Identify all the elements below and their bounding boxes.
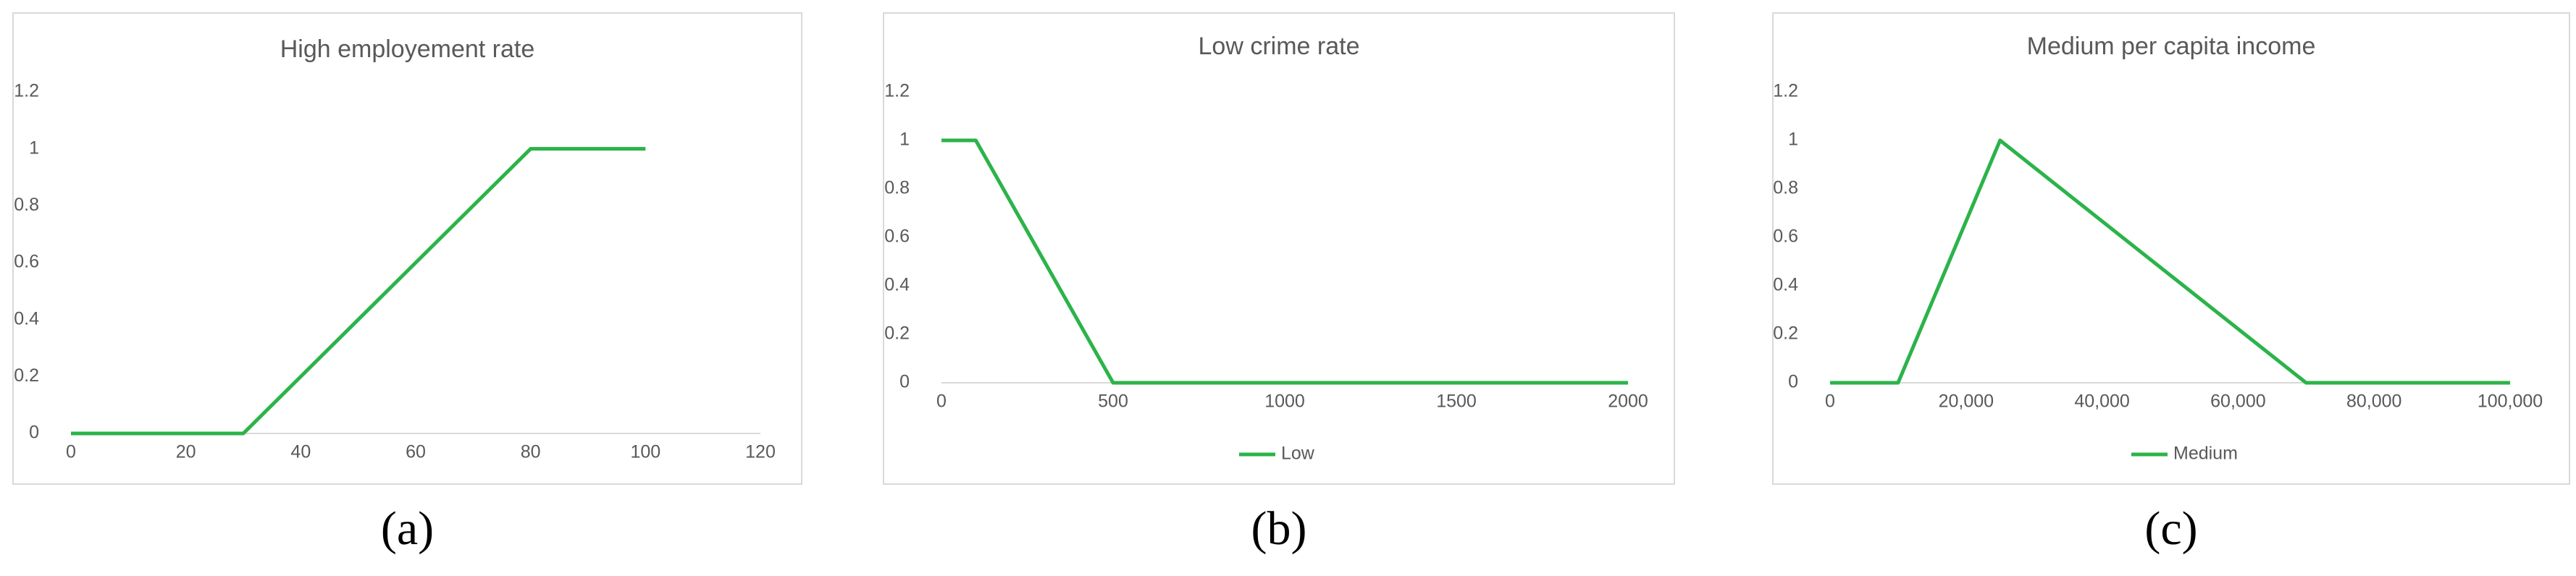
- chart-title: Medium per capita income: [2027, 33, 2316, 60]
- y-tick-label: 0: [1788, 372, 1798, 392]
- x-tick-label: 20: [176, 442, 196, 462]
- chart-frame: [883, 12, 1675, 485]
- y-tick-label: 0.8: [884, 178, 910, 198]
- x-tick-label: 20,000: [1939, 391, 1994, 412]
- caption: (a): [381, 502, 434, 555]
- y-tick-label: 0.6: [884, 226, 910, 247]
- y-tick-label: 0: [899, 372, 910, 392]
- data-line: [1830, 138, 2510, 385]
- x-tick-label: 1500: [1436, 391, 1477, 412]
- chart-frame: [1772, 12, 2570, 485]
- chart-title: High employement rate: [280, 35, 535, 63]
- x-tick-label: 1000: [1264, 391, 1305, 412]
- x-tick-label: 80: [521, 442, 541, 462]
- x-tick-label: 80,000: [2346, 391, 2401, 412]
- y-tick-label: 1.2: [1773, 81, 1798, 101]
- x-tick-label: 100: [630, 442, 660, 462]
- y-tick-label: 0.2: [884, 323, 910, 344]
- x-tick-label: 60: [406, 442, 426, 462]
- legend-label: Low: [1281, 444, 1315, 464]
- y-tick-label: 1.2: [14, 81, 39, 101]
- y-tick-label: 0.6: [14, 252, 39, 272]
- y-tick-label: 1.2: [884, 81, 910, 101]
- x-tick-label: 0: [1825, 391, 1835, 412]
- y-tick-label: 1: [1788, 130, 1798, 150]
- y-tick-label: 0.8: [14, 195, 39, 215]
- x-tick-label: 40,000: [2074, 391, 2129, 412]
- data-line: [941, 138, 1628, 385]
- y-tick-label: 0.4: [14, 308, 39, 329]
- y-tick-label: 0.8: [1773, 178, 1798, 198]
- x-tick-label: 0: [936, 391, 947, 412]
- y-tick-label: 0.4: [1773, 275, 1798, 295]
- chart-frame: [12, 12, 802, 485]
- x-tick-label: 2000: [1608, 391, 1648, 412]
- caption: (c): [2144, 502, 2197, 555]
- data-line: [71, 147, 646, 436]
- y-tick-label: 0.6: [1773, 226, 1798, 247]
- chart-title: Low crime rate: [1199, 33, 1360, 60]
- x-tick-label: 40: [290, 442, 311, 462]
- x-tick-label: 120: [745, 442, 776, 462]
- y-tick-label: 1: [29, 137, 39, 158]
- y-tick-label: 0: [29, 423, 39, 443]
- caption: (b): [1251, 502, 1307, 555]
- y-tick-label: 0.2: [1773, 323, 1798, 344]
- legend-label: Medium: [2173, 444, 2238, 464]
- x-tick-label: 100,000: [2478, 391, 2543, 412]
- y-tick-label: 0.4: [884, 275, 910, 295]
- x-tick-label: 0: [66, 442, 76, 462]
- x-tick-label: 500: [1098, 391, 1128, 412]
- x-tick-label: 60,000: [2210, 391, 2265, 412]
- y-tick-label: 0.2: [14, 365, 39, 386]
- y-tick-label: 1: [899, 130, 910, 150]
